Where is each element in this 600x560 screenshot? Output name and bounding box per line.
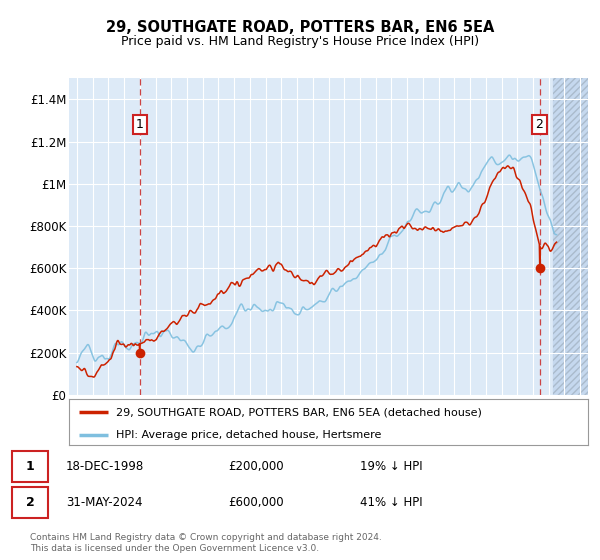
Text: £200,000: £200,000 [228, 460, 284, 473]
Text: 2: 2 [536, 118, 544, 131]
Text: HPI: Average price, detached house, Hertsmere: HPI: Average price, detached house, Hert… [116, 430, 381, 440]
Text: 29, SOUTHGATE ROAD, POTTERS BAR, EN6 5EA (detached house): 29, SOUTHGATE ROAD, POTTERS BAR, EN6 5EA… [116, 407, 482, 417]
Text: Contains HM Land Registry data © Crown copyright and database right 2024.
This d: Contains HM Land Registry data © Crown c… [30, 533, 382, 553]
Bar [553, 78, 596, 395]
Text: Price paid vs. HM Land Registry's House Price Index (HPI): Price paid vs. HM Land Registry's House … [121, 35, 479, 48]
Text: 19% ↓ HPI: 19% ↓ HPI [360, 460, 422, 473]
Text: 31-MAY-2024: 31-MAY-2024 [66, 496, 143, 509]
Text: 18-DEC-1998: 18-DEC-1998 [66, 460, 144, 473]
Text: 41% ↓ HPI: 41% ↓ HPI [360, 496, 422, 509]
Text: £600,000: £600,000 [228, 496, 284, 509]
Bar [553, 78, 596, 395]
Text: 29, SOUTHGATE ROAD, POTTERS BAR, EN6 5EA: 29, SOUTHGATE ROAD, POTTERS BAR, EN6 5EA [106, 20, 494, 35]
Text: 1: 1 [136, 118, 144, 131]
Text: 1: 1 [26, 460, 34, 473]
Text: 2: 2 [26, 496, 34, 509]
